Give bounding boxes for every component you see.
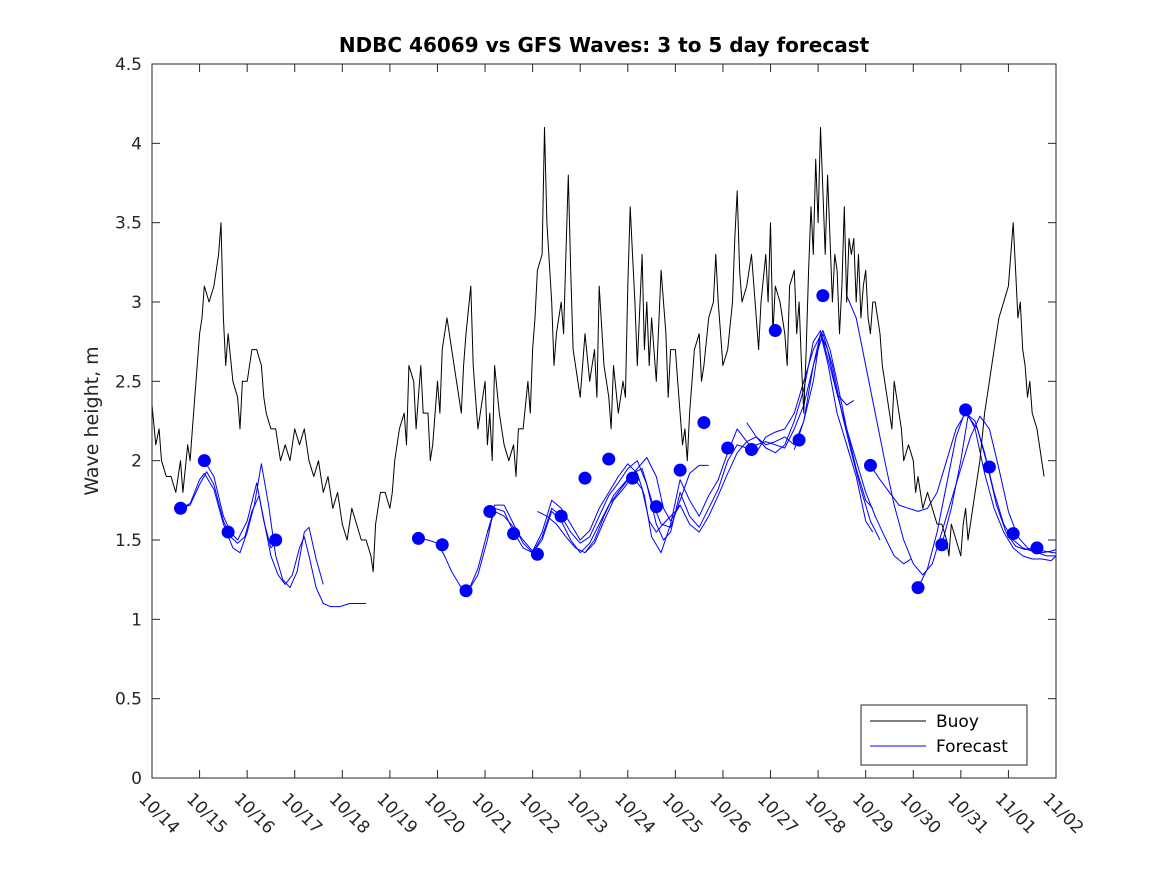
forecast-marker-25 xyxy=(959,403,973,417)
forecast-marker-11 xyxy=(578,471,592,485)
forecast-marker-5 xyxy=(435,538,449,552)
forecast-line-5 xyxy=(486,330,874,554)
buoy-line-segment-0 xyxy=(151,222,393,573)
y-axis: 0 0.5 1 1.5 2 2.5 3 3.5 4 4.5 xyxy=(115,55,1056,789)
forecast-line-6 xyxy=(537,464,709,554)
forecast-line-2 xyxy=(203,460,279,549)
forecast-marker-6 xyxy=(459,584,473,598)
forecast-marker-2 xyxy=(221,525,235,539)
marker-layer xyxy=(174,289,1044,598)
y-tick-label: 0 xyxy=(131,769,142,789)
y-tick-label: 1.5 xyxy=(115,531,142,551)
forecast-marker-0 xyxy=(174,501,188,515)
forecast-marker-14 xyxy=(649,500,663,514)
forecast-line-12 xyxy=(917,409,1057,588)
forecast-marker-27 xyxy=(1006,527,1020,541)
y-tick-label: 3 xyxy=(131,293,142,313)
forecast-marker-8 xyxy=(507,527,521,541)
forecast-marker-28 xyxy=(1030,541,1044,555)
legend-buoy-label: Buoy xyxy=(936,712,979,732)
forecast-marker-1 xyxy=(197,454,211,468)
plot-area xyxy=(152,64,1056,778)
forecast-marker-13 xyxy=(626,471,640,485)
y-tick-label: 2 xyxy=(131,452,142,472)
forecast-marker-22 xyxy=(863,458,877,472)
forecast-line-1 xyxy=(180,463,324,589)
forecast-marker-24 xyxy=(935,538,949,552)
forecast-marker-10 xyxy=(554,509,568,523)
forecast-marker-4 xyxy=(411,531,425,545)
forecast-line-10 xyxy=(846,295,1056,576)
plot-frame xyxy=(151,63,1057,779)
forecast-line-0 xyxy=(180,471,367,608)
forecast-marker-7 xyxy=(483,504,497,518)
forecast-marker-16 xyxy=(697,416,711,430)
chart-title: NDBC 46069 vs GFS Waves: 3 to 5 day fore… xyxy=(339,33,870,57)
forecast-marker-26 xyxy=(982,460,996,474)
forecast-line-7 xyxy=(584,476,681,554)
forecast-marker-23 xyxy=(911,581,925,595)
legend-forecast-label: Forecast xyxy=(936,737,1008,757)
series-layer xyxy=(151,127,1057,608)
y-axis-title: Wave height, m xyxy=(81,346,103,495)
forecast-marker-9 xyxy=(530,547,544,561)
forecast-marker-15 xyxy=(673,463,687,477)
legend-box xyxy=(860,704,1028,766)
forecast-marker-19 xyxy=(768,324,782,338)
forecast-marker-12 xyxy=(602,452,616,466)
forecast-marker-20 xyxy=(792,433,806,447)
forecast-marker-3 xyxy=(269,533,283,547)
y-tick-label: 1 xyxy=(131,610,142,630)
legend: Buoy Forecast xyxy=(860,704,1028,766)
y-tick-label: 3.5 xyxy=(115,214,142,234)
y-tick-label: 0.5 xyxy=(115,690,142,710)
forecast-marker-21 xyxy=(816,289,830,303)
forecast-line-9 xyxy=(793,333,874,533)
forecast-marker-18 xyxy=(744,443,758,457)
buoy-line-segment-1 xyxy=(391,127,1045,557)
y-tick-label: 4.5 xyxy=(115,55,142,75)
forecast-marker-17 xyxy=(721,441,735,455)
forecast-line-8 xyxy=(746,330,855,454)
y-tick-label: 2.5 xyxy=(115,372,142,392)
forecast-line-4 xyxy=(467,333,881,592)
y-tick-label: 4 xyxy=(131,134,142,154)
